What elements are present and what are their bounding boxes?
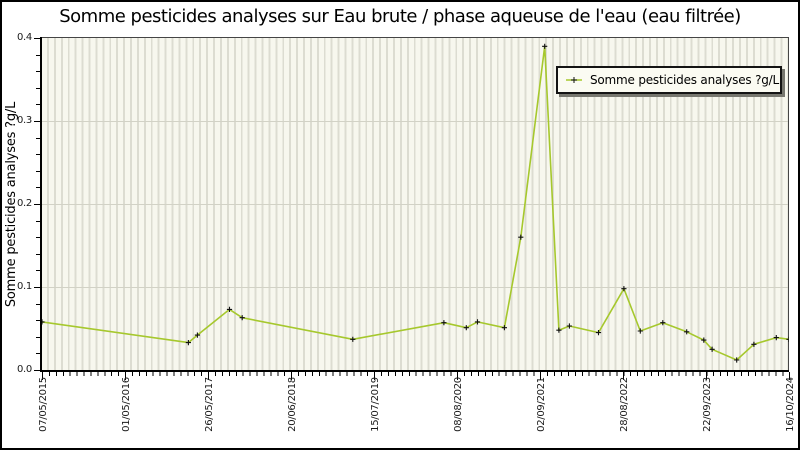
x-tick-label: 20/06/2018	[286, 377, 298, 432]
x-tick-label: 15/07/2019	[369, 377, 381, 432]
y-tick-major	[34, 121, 40, 122]
y-tick-major	[34, 287, 40, 288]
plot-border-right	[788, 37, 789, 371]
x-tick-label: 28/08/2022	[618, 377, 630, 432]
y-tick-label: 0.1	[16, 281, 32, 292]
x-tick-label: 02/09/2021	[535, 377, 547, 432]
y-tick-minor	[36, 154, 40, 156]
legend-line-marker-icon	[566, 77, 582, 83]
y-tick-minor	[36, 237, 40, 239]
x-tick-label: 01/05/2016	[120, 377, 132, 432]
x-minor-ticks	[42, 372, 790, 376]
y-tick-minor	[36, 87, 40, 89]
x-tick-major	[457, 372, 458, 380]
x-axis-line	[40, 370, 789, 372]
h-gridline	[42, 204, 789, 205]
y-tick-major	[34, 38, 40, 39]
y-tick-minor	[36, 320, 40, 322]
y-tick-label: 0.2	[16, 198, 32, 209]
x-tick-label: 16/10/2024	[784, 377, 796, 432]
legend-label: Somme pesticides analyses ?g/L	[590, 73, 779, 87]
x-tick-major	[623, 372, 624, 380]
y-tick-minor	[36, 170, 40, 172]
x-tick-major	[125, 372, 126, 380]
y-tick-label: 0.4	[16, 32, 32, 43]
y-tick-major	[34, 370, 40, 371]
x-tick-label: 07/05/2015	[37, 377, 49, 432]
x-tick-major	[374, 372, 375, 380]
chart-title: Somme pesticides analyses sur Eau brute …	[59, 6, 741, 27]
x-tick-major	[706, 372, 707, 380]
h-gridline	[42, 287, 789, 288]
x-tick-major	[291, 372, 292, 380]
h-gridline	[42, 121, 789, 122]
plot-border-top	[42, 37, 789, 38]
y-tick-minor	[36, 253, 40, 255]
y-tick-minor	[36, 336, 40, 338]
y-tick-minor	[36, 270, 40, 272]
x-tick-major	[540, 372, 541, 380]
y-tick-minor	[36, 353, 40, 355]
legend: Somme pesticides analyses ?g/L	[556, 66, 782, 94]
y-tick-label: 0.0	[16, 364, 32, 375]
x-tick-label: 08/08/2020	[452, 377, 464, 432]
y-tick-minor	[36, 303, 40, 305]
data-point-markers	[42, 43, 789, 363]
y-tick-minor	[36, 137, 40, 139]
x-tick-major	[789, 372, 790, 380]
y-tick-minor	[36, 54, 40, 56]
x-tick-label: 26/05/2017	[203, 377, 215, 432]
y-tick-minor	[36, 220, 40, 222]
x-tick-major	[208, 372, 209, 380]
y-tick-minor	[36, 104, 40, 106]
data-series-line	[42, 43, 789, 363]
y-tick-label: 0.3	[16, 115, 32, 126]
y-tick-major	[34, 204, 40, 205]
y-tick-minor	[36, 187, 40, 189]
y-axis-line	[40, 37, 42, 372]
x-tick-label: 22/09/2023	[701, 377, 713, 432]
x-tick-major	[42, 372, 43, 380]
y-tick-minor	[36, 71, 40, 73]
